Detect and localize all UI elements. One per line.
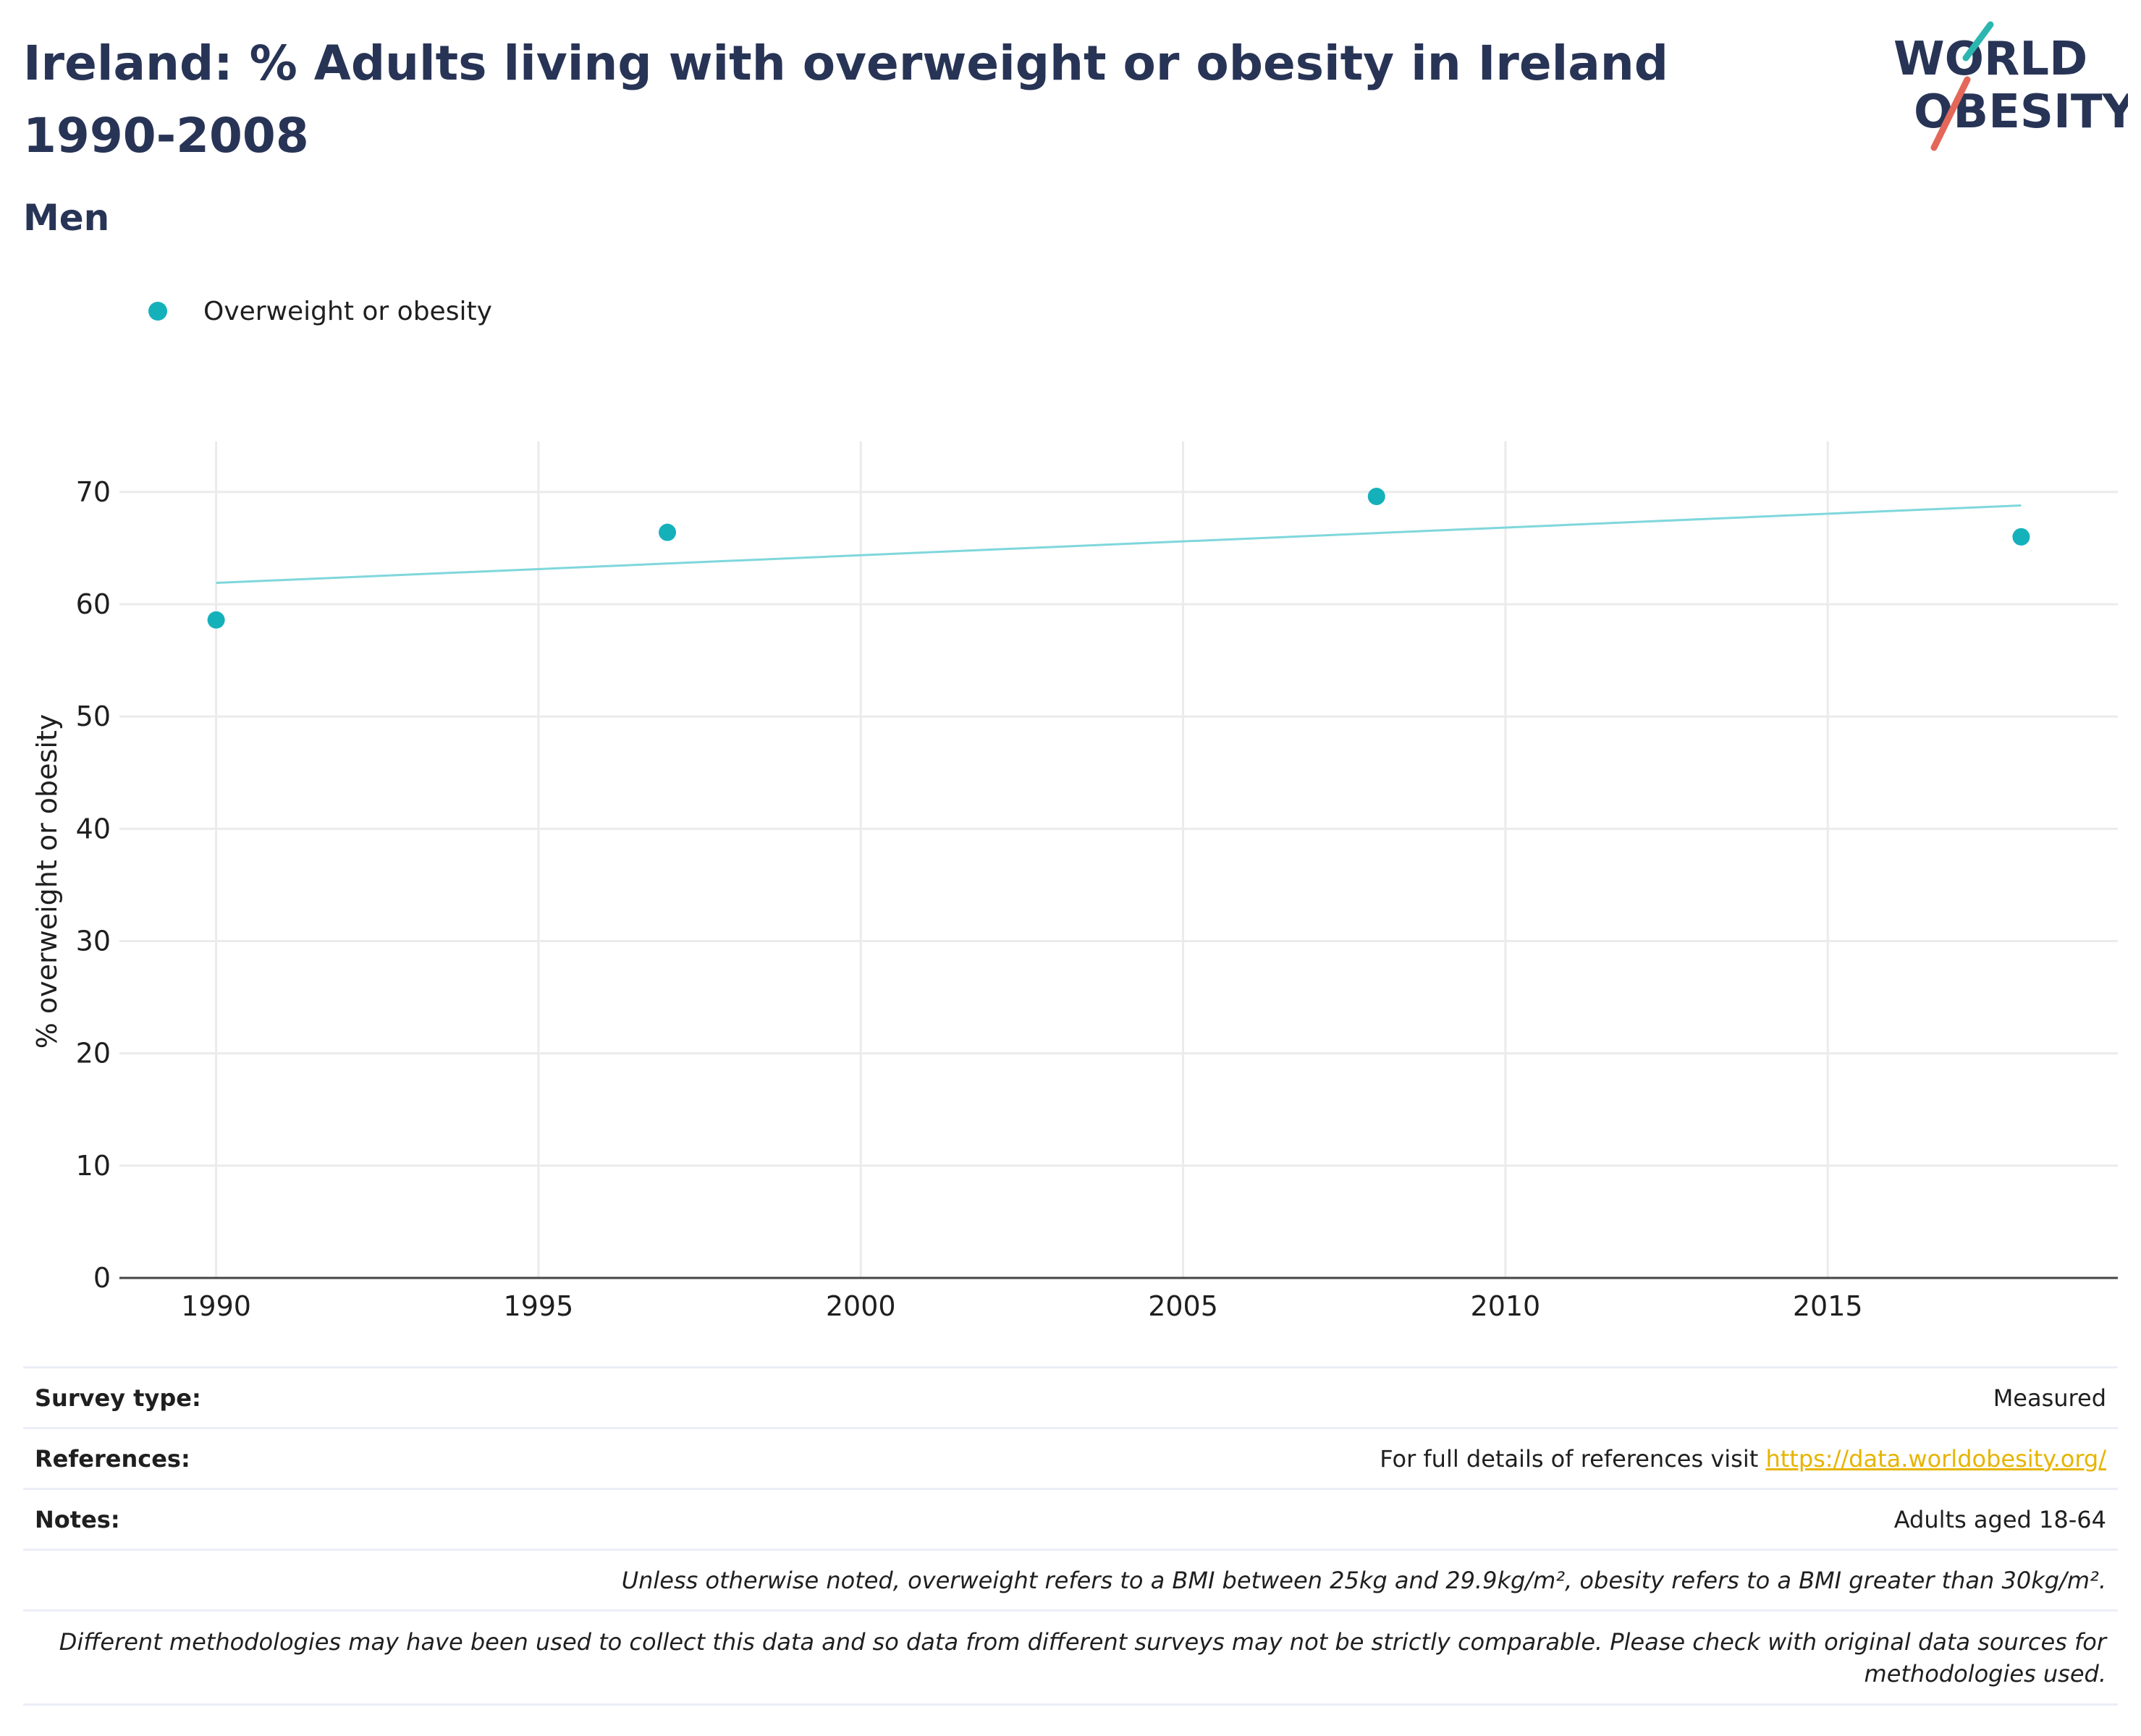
data-point[interactable] [207,611,225,629]
references-row: References: For full details of referenc… [23,1427,2118,1488]
y-axis-label: % overweight or obesity [31,714,63,1049]
references-text: For full details of references visit [1380,1444,1759,1473]
methods-note-row: Different methodologies may have been us… [23,1609,2118,1703]
references-label: References: [35,1444,190,1473]
references-link[interactable]: https://data.worldobesity.org/ [1765,1444,2106,1473]
points-layer [207,488,2030,629]
logo-teal-slash [1962,21,1994,62]
bmi-note: Unless otherwise noted, overweight refer… [621,1566,2106,1594]
trendline-layer [216,504,2022,585]
methods-note: Different methodologies may have been us… [59,1627,2106,1688]
legend-marker [148,302,167,321]
y-tick-label: 50 [76,700,111,732]
x-tick-label: 2005 [1148,1290,1218,1322]
y-tick-label: 60 [76,588,111,620]
legend-label: Overweight or obesity [203,296,492,326]
info-table: Survey type: Measured References: For fu… [23,1366,2118,1706]
grid-layer [119,441,2118,1278]
notes-value: Adults aged 18-64 [1893,1505,2106,1533]
x-tick-label: 1995 [504,1290,574,1322]
survey-type-value: Measured [1993,1384,2106,1412]
world-obesity-logo: WORLD OBESITY [1893,21,2128,151]
logo-line-obesity: OBESITY [1914,85,2128,139]
x-tick-label: 1990 [181,1290,251,1322]
chart-subtitle: Men [23,197,110,239]
notes-row: Notes: Adults aged 18-64 [23,1488,2118,1549]
scatter-chart: 1990 1995 2000 2005 2010 2015010203040506070 … [31,441,2118,1322]
axis-layer: 1990 1995 2000 2005 2010 2015 0 10 20 30 40 50 60 70 [76,476,2118,1322]
notes-label: Notes: [35,1505,120,1533]
y-tick-label: 20 [76,1038,111,1070]
trendline [216,504,2022,585]
x-tick-label: 2010 [1471,1290,1541,1322]
y-tick-label: 0 [93,1262,111,1294]
logo-line-world: WORLD [1893,33,2087,86]
data-point[interactable] [659,523,677,541]
data-point[interactable] [1367,488,1385,506]
survey-type-label: Survey type: [35,1384,201,1412]
y-tick-label: 10 [76,1150,111,1182]
x-tick-label: 2015 [1793,1290,1863,1322]
logo-coral-slash [1930,76,1971,151]
y-tick-label: 30 [76,925,111,957]
references-value: For full details of references visit htt… [1380,1445,2106,1473]
info-bottom-border [23,1703,2118,1706]
data-point[interactable] [2012,528,2030,546]
x-tick-label: 2000 [826,1290,896,1322]
survey-type-row: Survey type: Measured [23,1366,2118,1427]
chart-legend[interactable]: Overweight or obesity [148,289,492,333]
y-tick-label: 40 [76,813,111,844]
y-tick-label: 70 [76,476,111,508]
chart-title: Ireland: % Adults living with overweight… [23,35,1669,164]
bmi-note-row: Unless otherwise noted, overweight refer… [23,1549,2118,1609]
